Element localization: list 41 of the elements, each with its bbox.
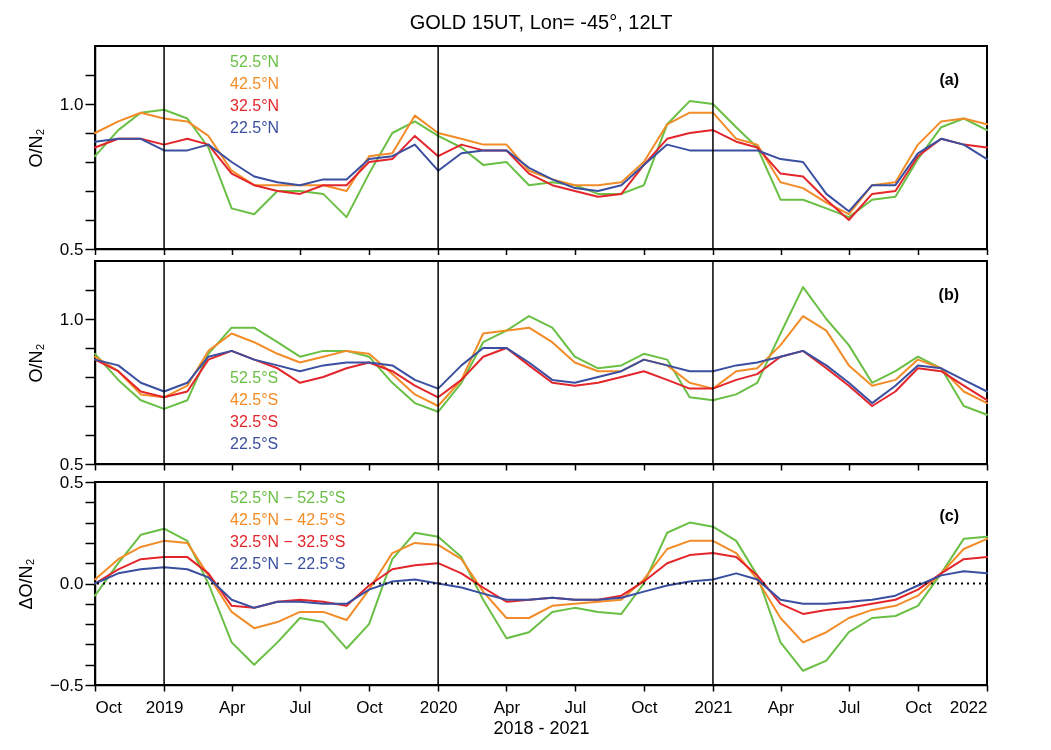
y-tick-label: 0.5 xyxy=(59,472,84,492)
x-tick-label: Apr xyxy=(493,697,521,717)
x-tick-label: Apr xyxy=(218,697,246,717)
annotation: (c) xyxy=(939,507,959,524)
y-tick-label: 1.0 xyxy=(59,309,84,329)
y-tick-label: 0.5 xyxy=(59,239,84,259)
y-tick-label: −0.5 xyxy=(49,675,84,695)
x-tick-label: Jul xyxy=(838,697,861,717)
text: 42.5°N − 42.5°S xyxy=(230,511,346,528)
text: 32.5°S xyxy=(230,413,279,430)
series-label: 22.5°N − 22.5°S xyxy=(230,555,346,572)
series-label: 22.5°N xyxy=(230,119,280,136)
x-tick-label: 2022 xyxy=(949,697,988,717)
text: 22.5°S xyxy=(230,435,279,452)
text: 52.5°N − 52.5°S xyxy=(230,489,346,506)
x-tick-label: Oct xyxy=(95,697,123,717)
y-axis-title: O/N₂ xyxy=(25,128,46,168)
annotation: (b) xyxy=(938,286,959,303)
x-tick-label: Jul xyxy=(564,697,587,717)
x-tick-label: 2019 xyxy=(145,697,184,717)
y-axis-title: O/N₂ xyxy=(25,343,46,383)
text: 32.5°N xyxy=(230,97,280,114)
text: 52.5°N xyxy=(230,53,280,70)
y-tick-label: 0.0 xyxy=(59,574,84,593)
x-tick-label: Oct xyxy=(631,697,658,717)
text: 42.5°N xyxy=(230,75,280,92)
x-tick-label: Oct xyxy=(905,697,932,717)
x-axis-title: 2018 - 2021 xyxy=(493,717,590,738)
series-label: 32.5°N − 32.5°S xyxy=(230,533,346,550)
x-tick-label: Jul xyxy=(289,697,312,717)
x-tick-label: Oct xyxy=(356,697,384,717)
text: 42.5°S xyxy=(230,391,279,408)
y-axis-title: ΔO/N₂ xyxy=(15,558,36,610)
chart-title: GOLD 15UT, Lon= -45°, 12LT xyxy=(409,11,673,34)
x-tick-label: Apr xyxy=(767,697,795,717)
y-tick-label: 1.0 xyxy=(59,94,84,114)
x-tick-label: 2020 xyxy=(419,697,458,717)
y-tick-label: 0.5 xyxy=(59,454,84,474)
x-tick-label: 2021 xyxy=(694,697,733,717)
series-label: 52.5°S xyxy=(230,369,279,386)
annotation: (a) xyxy=(939,71,959,88)
